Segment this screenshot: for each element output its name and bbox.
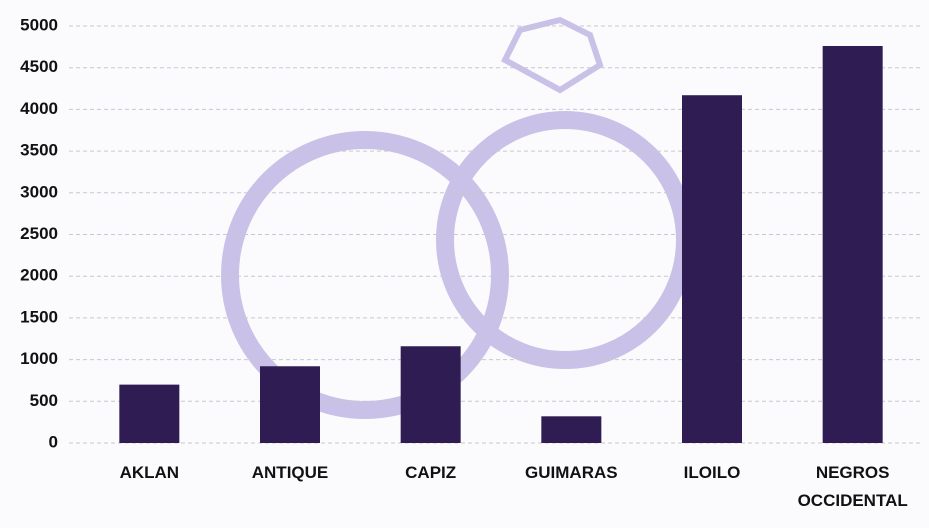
x-tick-label: GUIMARAS: [525, 463, 618, 482]
x-tick-label: AKLAN: [119, 463, 180, 482]
x-tick-label: NEGROS OCCIDENTAL: [797, 463, 908, 510]
y-tick-label: 3500: [20, 141, 58, 160]
bar: [260, 366, 320, 443]
x-tick-label: CAPIZ: [405, 463, 457, 482]
y-tick-label: 3000: [20, 182, 58, 201]
y-tick-label: 0: [49, 432, 58, 451]
y-tick-label: 500: [30, 391, 58, 410]
bar: [119, 384, 180, 443]
y-tick-label: 4500: [20, 57, 58, 76]
y-tick-label: 1000: [20, 349, 58, 368]
y-tick-label: 5000: [20, 15, 58, 34]
y-tick-label: 4000: [20, 99, 58, 118]
x-tick-label: ILOILO: [683, 463, 741, 482]
y-tick-label: 2500: [20, 224, 58, 243]
bar: [400, 346, 461, 443]
y-tick-label: 1500: [20, 307, 58, 326]
x-tick-label: ANTIQUE: [251, 463, 329, 482]
bar: [822, 46, 883, 444]
y-tick-label: 2000: [20, 266, 58, 285]
bar: [682, 95, 742, 444]
bar: [541, 416, 602, 443]
